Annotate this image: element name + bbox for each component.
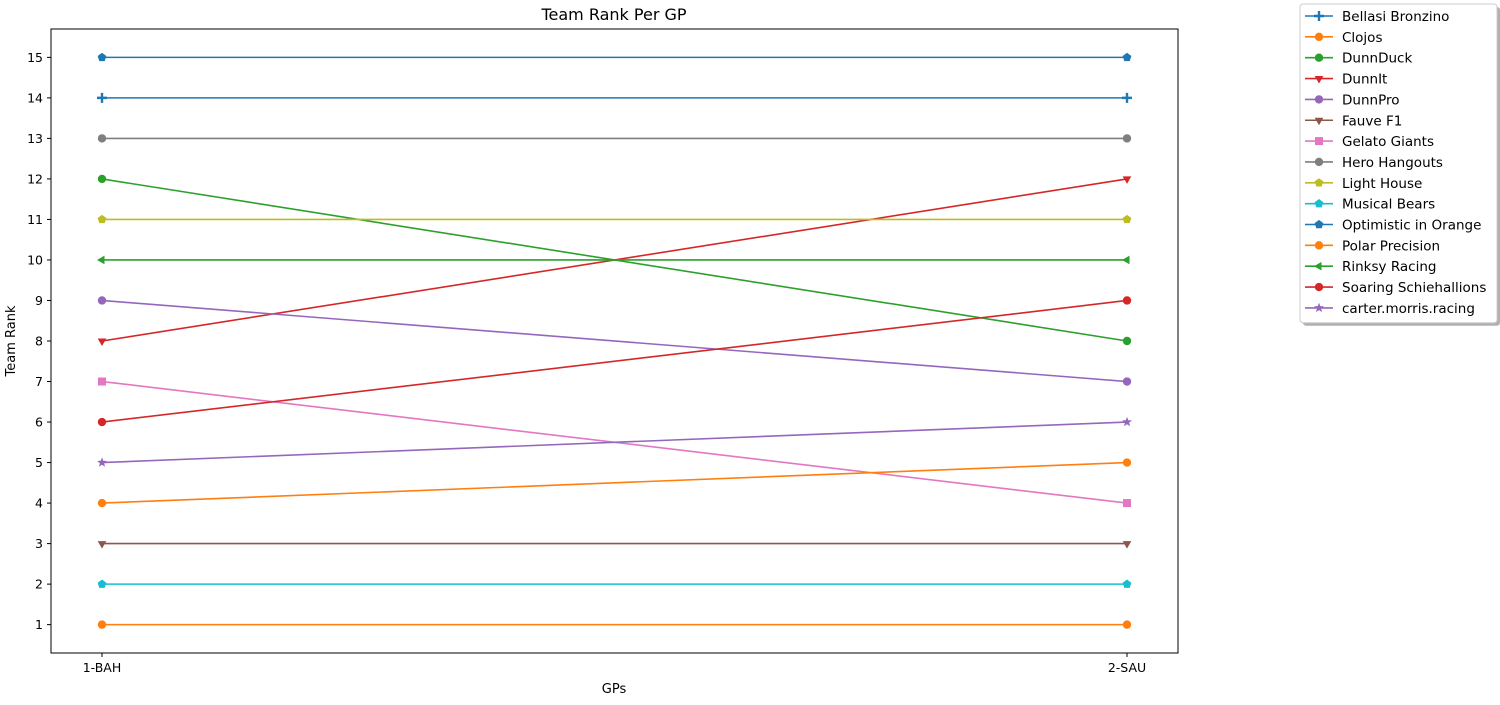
data-point xyxy=(98,377,106,386)
legend-marker xyxy=(1314,199,1324,208)
legend-marker xyxy=(1314,219,1324,229)
legend-marker xyxy=(1314,11,1324,21)
data-point xyxy=(1122,541,1132,549)
legend-label: Clojos xyxy=(1342,30,1382,46)
data-point xyxy=(97,214,107,224)
legend-label: DunnDuck xyxy=(1342,51,1412,67)
data-point xyxy=(97,457,107,467)
y-tick-label: 7 xyxy=(35,374,43,389)
data-point xyxy=(1122,296,1132,305)
y-tick-label: 10 xyxy=(27,252,43,267)
legend-marker xyxy=(1314,32,1324,42)
data-point xyxy=(1122,416,1132,427)
chart-title: Team Rank Per GP xyxy=(540,5,686,24)
legend-marker xyxy=(1314,76,1324,84)
y-tick-label: 6 xyxy=(35,415,43,430)
y-tick-label: 15 xyxy=(27,50,43,65)
y-tick-label: 14 xyxy=(27,90,43,105)
legend-marker xyxy=(1314,261,1322,271)
y-tick-label: 11 xyxy=(27,212,43,227)
legend: Bellasi Bronzino Clojos DunnDuck DunnIt Dunn… xyxy=(1299,3,1500,326)
series-line xyxy=(101,461,1128,504)
y-tick-label: 13 xyxy=(27,131,43,146)
legend-label: Fauve F1 xyxy=(1342,113,1402,129)
x-tick-label: 2-SAU xyxy=(1108,660,1146,675)
data-point xyxy=(97,620,107,629)
y-tick-label: 9 xyxy=(35,293,43,308)
data-point xyxy=(1122,579,1132,588)
series-line xyxy=(101,299,1128,383)
y-tick-label: 5 xyxy=(35,455,43,470)
legend-label: Light House xyxy=(1342,176,1422,192)
data-point xyxy=(97,52,107,62)
data-point xyxy=(1122,134,1132,143)
legend-marker xyxy=(1314,95,1324,104)
data-point xyxy=(1122,336,1132,346)
x-tick-label: 1-BAH xyxy=(83,660,122,675)
y-tick-label: 3 xyxy=(35,536,43,551)
legend-box xyxy=(1299,3,1498,324)
legend-label: DunnPro xyxy=(1342,92,1399,108)
legend-marker xyxy=(1314,241,1324,250)
y-tick-label: 8 xyxy=(35,334,43,349)
data-point xyxy=(97,579,107,588)
data-point xyxy=(1122,214,1132,224)
data-point xyxy=(1122,377,1132,386)
data-point xyxy=(97,338,107,346)
data-point xyxy=(97,92,107,103)
data-point xyxy=(97,134,107,143)
legend-marker xyxy=(1314,157,1324,167)
legend-label: Soaring Schiehallions xyxy=(1342,280,1486,296)
data-point xyxy=(97,541,107,549)
legend-marker xyxy=(1315,137,1323,146)
legend-marker xyxy=(1314,178,1324,187)
data-point xyxy=(1122,92,1132,103)
y-tick-label: 2 xyxy=(35,577,43,592)
legend-label: Bellasi Bronzino xyxy=(1342,9,1449,25)
data-point xyxy=(1122,620,1132,629)
data-point xyxy=(97,498,107,508)
series-line xyxy=(101,299,1128,423)
legend-label: Rinksy Racing xyxy=(1342,259,1436,275)
legend-label: Polar Precision xyxy=(1342,238,1440,254)
legend-label: Hero Hangouts xyxy=(1342,155,1443,171)
data-point xyxy=(97,417,107,427)
data-point xyxy=(1122,255,1130,265)
data-point xyxy=(97,255,105,265)
legend-marker xyxy=(1314,302,1324,313)
legend-marker xyxy=(1314,282,1324,292)
legend-label: Gelato Giants xyxy=(1342,134,1434,150)
x-axis-label: GPs xyxy=(602,682,627,697)
y-axis-label: Team Rank xyxy=(4,305,19,377)
data-point xyxy=(1122,52,1132,62)
legend-marker xyxy=(1314,117,1324,126)
data-point xyxy=(1122,176,1132,184)
data-point xyxy=(97,296,107,305)
legend-label: DunnIt xyxy=(1342,72,1387,88)
legend-marker xyxy=(1314,53,1324,62)
y-tick-label: 4 xyxy=(35,496,43,511)
legend-label: Musical Bears xyxy=(1342,197,1435,213)
series-line xyxy=(101,421,1128,464)
y-tick-label: 12 xyxy=(27,171,43,186)
data-point xyxy=(1122,458,1132,467)
legend-label: carter.morris.racing xyxy=(1342,301,1475,317)
legend-label: Optimistic in Orange xyxy=(1342,218,1481,234)
data-point xyxy=(97,174,107,184)
data-point xyxy=(1123,499,1131,508)
y-tick-label: 1 xyxy=(35,617,43,632)
